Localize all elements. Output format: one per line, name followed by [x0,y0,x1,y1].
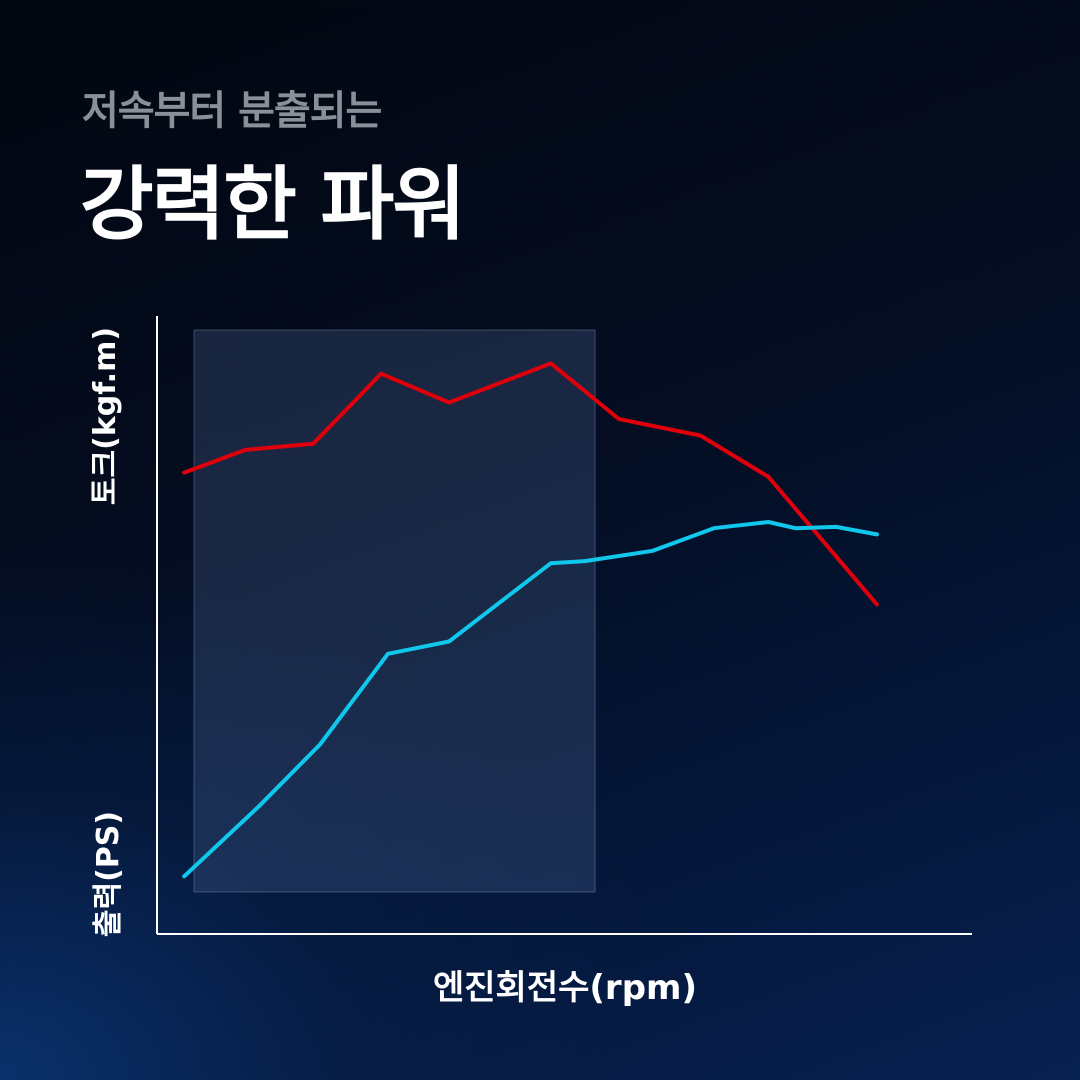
low-rpm-highlight-band [193,329,596,893]
x-axis-label: 엔진회전수(rpm) [432,968,697,1008]
torque-series-line [182,361,879,607]
chart-title: 강력한 파워 [80,158,466,251]
y-axis-label-torque: 토크(kgf.m) [88,326,123,506]
power-series-line [182,520,879,879]
chart-subtitle: 저속부터 분출되는 [82,88,382,134]
y-axis-label-power: 출력(PS) [91,810,126,938]
